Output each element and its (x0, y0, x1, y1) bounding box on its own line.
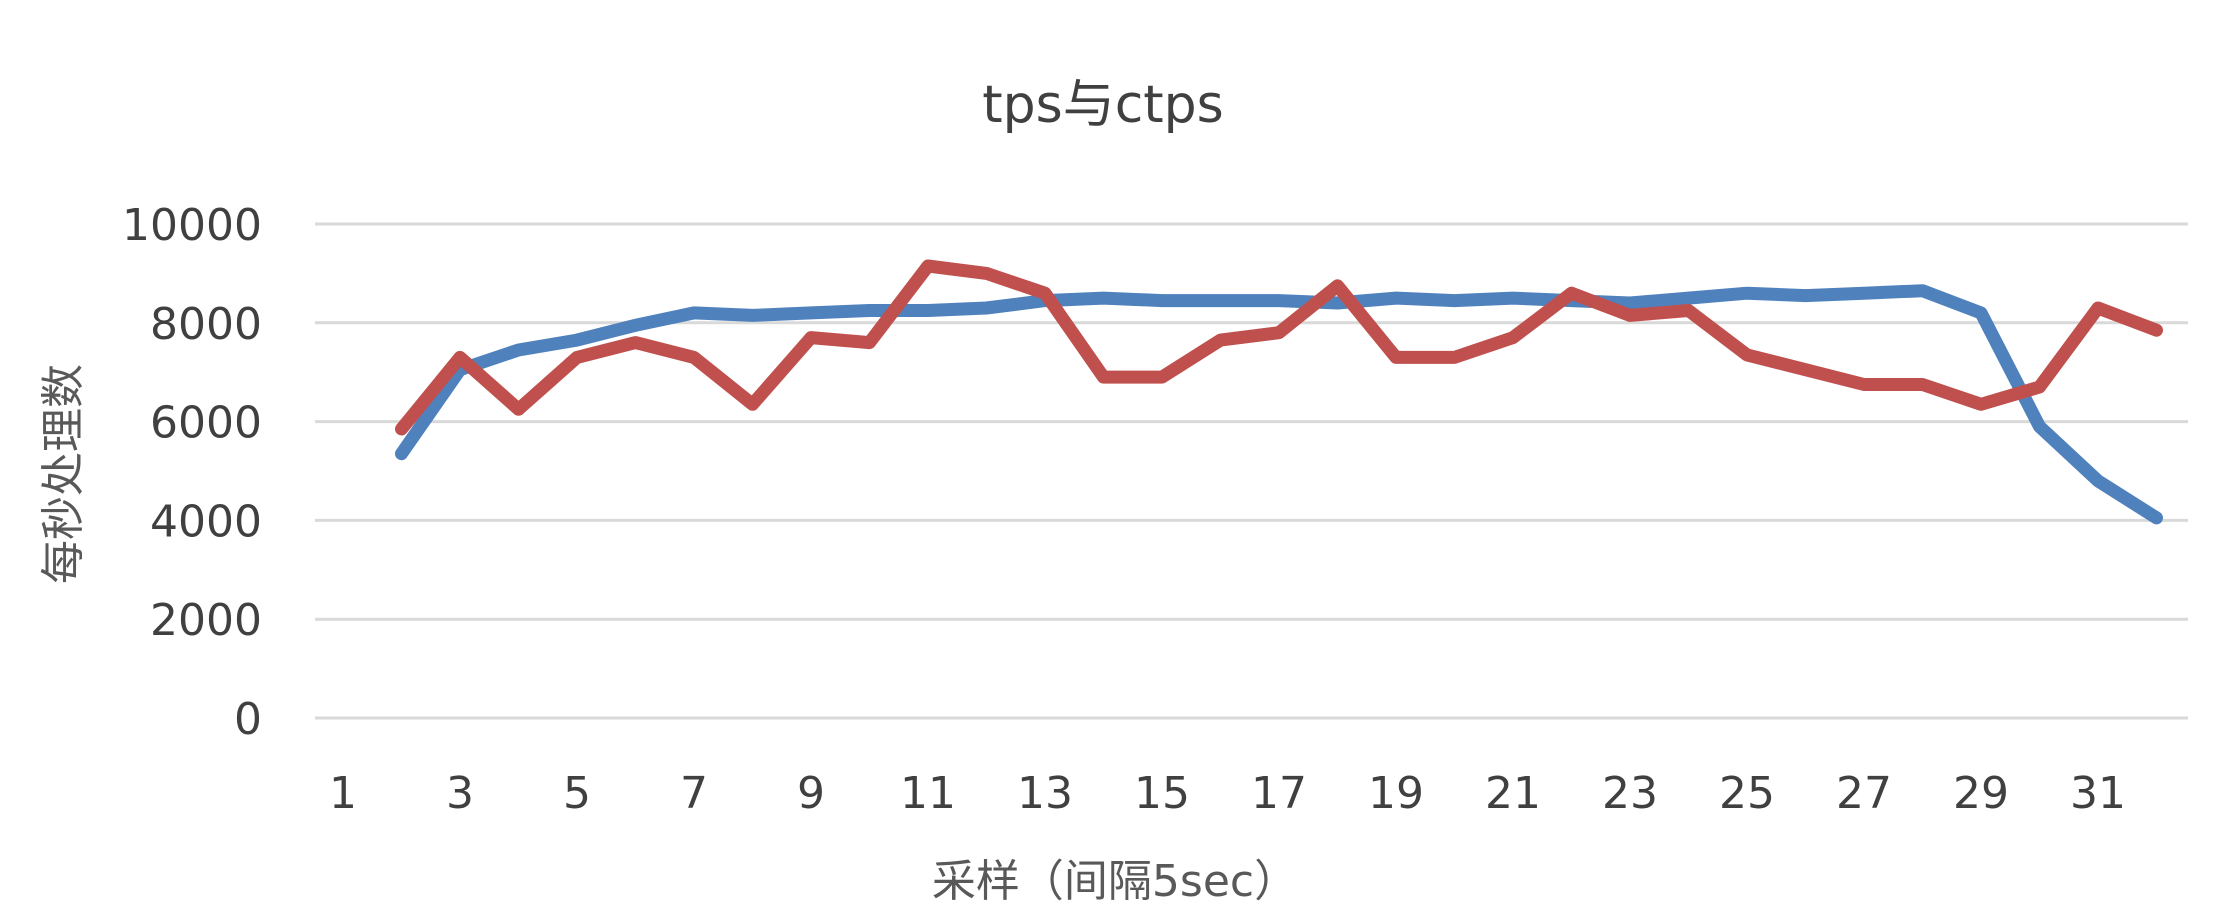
x-axis-ticks: 1 3 5 7 9 11 13 15 17 19 21 23 25 27 29 31 (329, 768, 2126, 819)
series-layer (395, 259, 2163, 525)
y-tick-label: 0 (234, 694, 262, 745)
x-tick-label: 27 (1836, 768, 1892, 819)
x-tick-label: 23 (1602, 768, 1658, 819)
x-tick-label: 31 (2070, 768, 2126, 819)
x-tick-label: 19 (1368, 768, 1424, 819)
x-tick-label: 17 (1251, 768, 1307, 819)
x-tick-label: 9 (797, 768, 825, 819)
x-tick-label: 29 (1953, 768, 2009, 819)
x-tick-label: 1 (329, 768, 357, 819)
series-line-1 (395, 284, 2163, 525)
x-tick-label: 11 (900, 768, 956, 819)
y-tick-label: 10000 (122, 200, 262, 251)
y-axis-ticks: 0 2000 4000 6000 8000 10000 (122, 200, 262, 745)
x-tick-label: 7 (680, 768, 708, 819)
x-tick-label: 25 (1719, 768, 1775, 819)
x-axis-label: 采样（间隔5sec） (932, 856, 1298, 907)
y-tick-label: 2000 (150, 595, 262, 646)
x-tick-label: 13 (1017, 768, 1073, 819)
y-tick-label: 4000 (150, 496, 262, 547)
x-tick-label: 15 (1134, 768, 1190, 819)
x-tick-label: 3 (446, 768, 474, 819)
chart-title: tps与ctps (982, 75, 1224, 135)
x-tick-label: 21 (1485, 768, 1541, 819)
y-tick-label: 8000 (150, 299, 262, 350)
y-axis-label: 每秒处理数 (38, 364, 89, 584)
x-tick-label: 5 (563, 768, 591, 819)
y-tick-label: 6000 (150, 398, 262, 449)
series-line-2 (395, 259, 2163, 436)
